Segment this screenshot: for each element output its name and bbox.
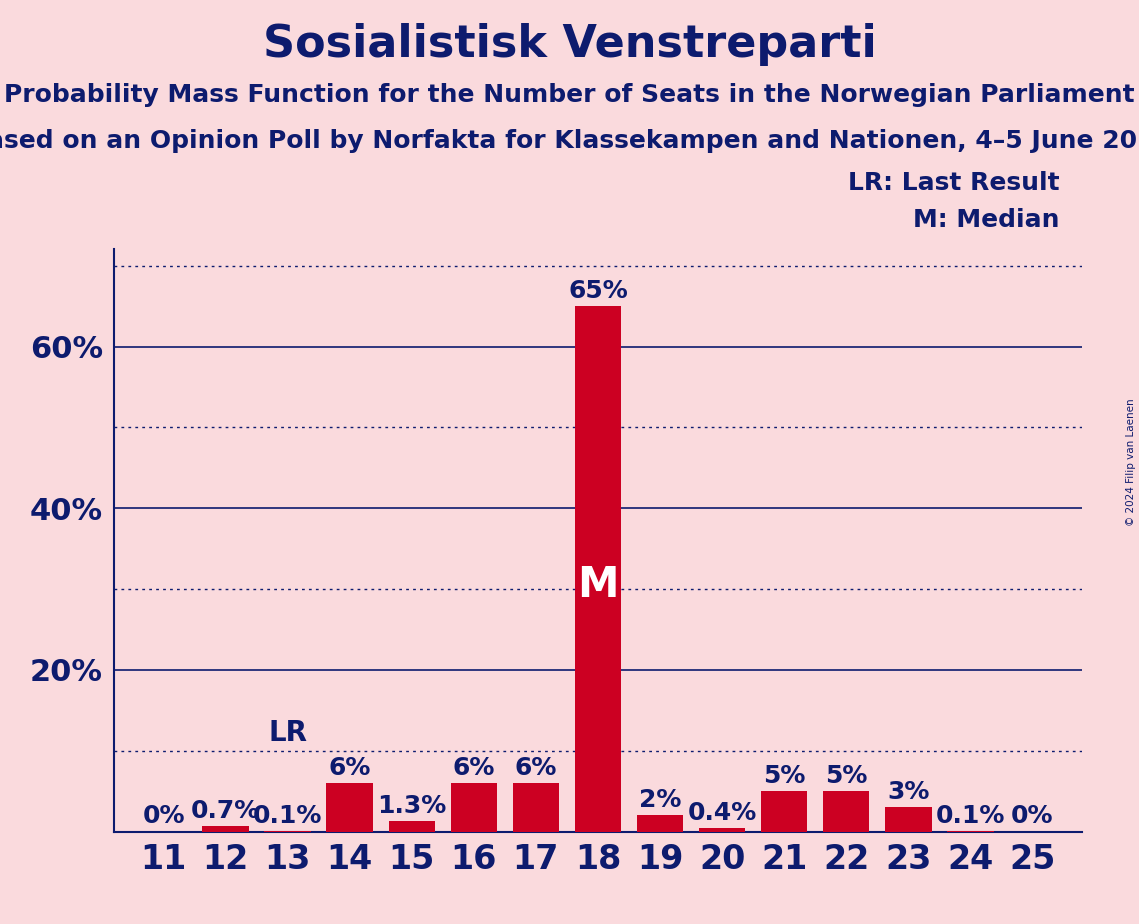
Text: 2%: 2% — [639, 788, 681, 812]
Text: 0.4%: 0.4% — [688, 801, 756, 825]
Text: 3%: 3% — [887, 780, 929, 804]
Text: 5%: 5% — [825, 764, 868, 788]
Bar — [327, 784, 372, 832]
Text: LR: Last Result: LR: Last Result — [847, 171, 1059, 195]
Bar — [203, 826, 249, 832]
Text: © 2024 Filip van Laenen: © 2024 Filip van Laenen — [1126, 398, 1136, 526]
Bar — [699, 828, 745, 832]
Text: 0%: 0% — [1011, 805, 1054, 828]
Text: 1.3%: 1.3% — [377, 794, 446, 818]
Bar — [388, 821, 435, 832]
Bar — [575, 306, 621, 832]
Text: Sosialistisk Venstreparti: Sosialistisk Venstreparti — [263, 23, 876, 67]
Bar — [513, 784, 559, 832]
Text: 0%: 0% — [142, 805, 185, 828]
Text: M: Median: M: Median — [912, 208, 1059, 232]
Text: 65%: 65% — [568, 279, 628, 303]
Text: 6%: 6% — [328, 756, 371, 780]
Bar — [823, 791, 869, 832]
Text: LR: LR — [268, 719, 308, 747]
Text: 0.1%: 0.1% — [935, 804, 1005, 828]
Bar — [885, 808, 932, 832]
Text: 0.1%: 0.1% — [253, 804, 322, 828]
Bar — [451, 784, 497, 832]
Bar — [637, 815, 683, 832]
Bar — [761, 791, 808, 832]
Text: Based on an Opinion Poll by Norfakta for Klassekampen and Nationen, 4–5 June 202: Based on an Opinion Poll by Norfakta for… — [0, 129, 1139, 153]
Text: 5%: 5% — [763, 764, 805, 788]
Text: 6%: 6% — [515, 756, 557, 780]
Text: 6%: 6% — [452, 756, 495, 780]
Text: Probability Mass Function for the Number of Seats in the Norwegian Parliament: Probability Mass Function for the Number… — [5, 83, 1134, 107]
Text: M: M — [577, 564, 618, 605]
Text: 0.7%: 0.7% — [191, 798, 260, 822]
